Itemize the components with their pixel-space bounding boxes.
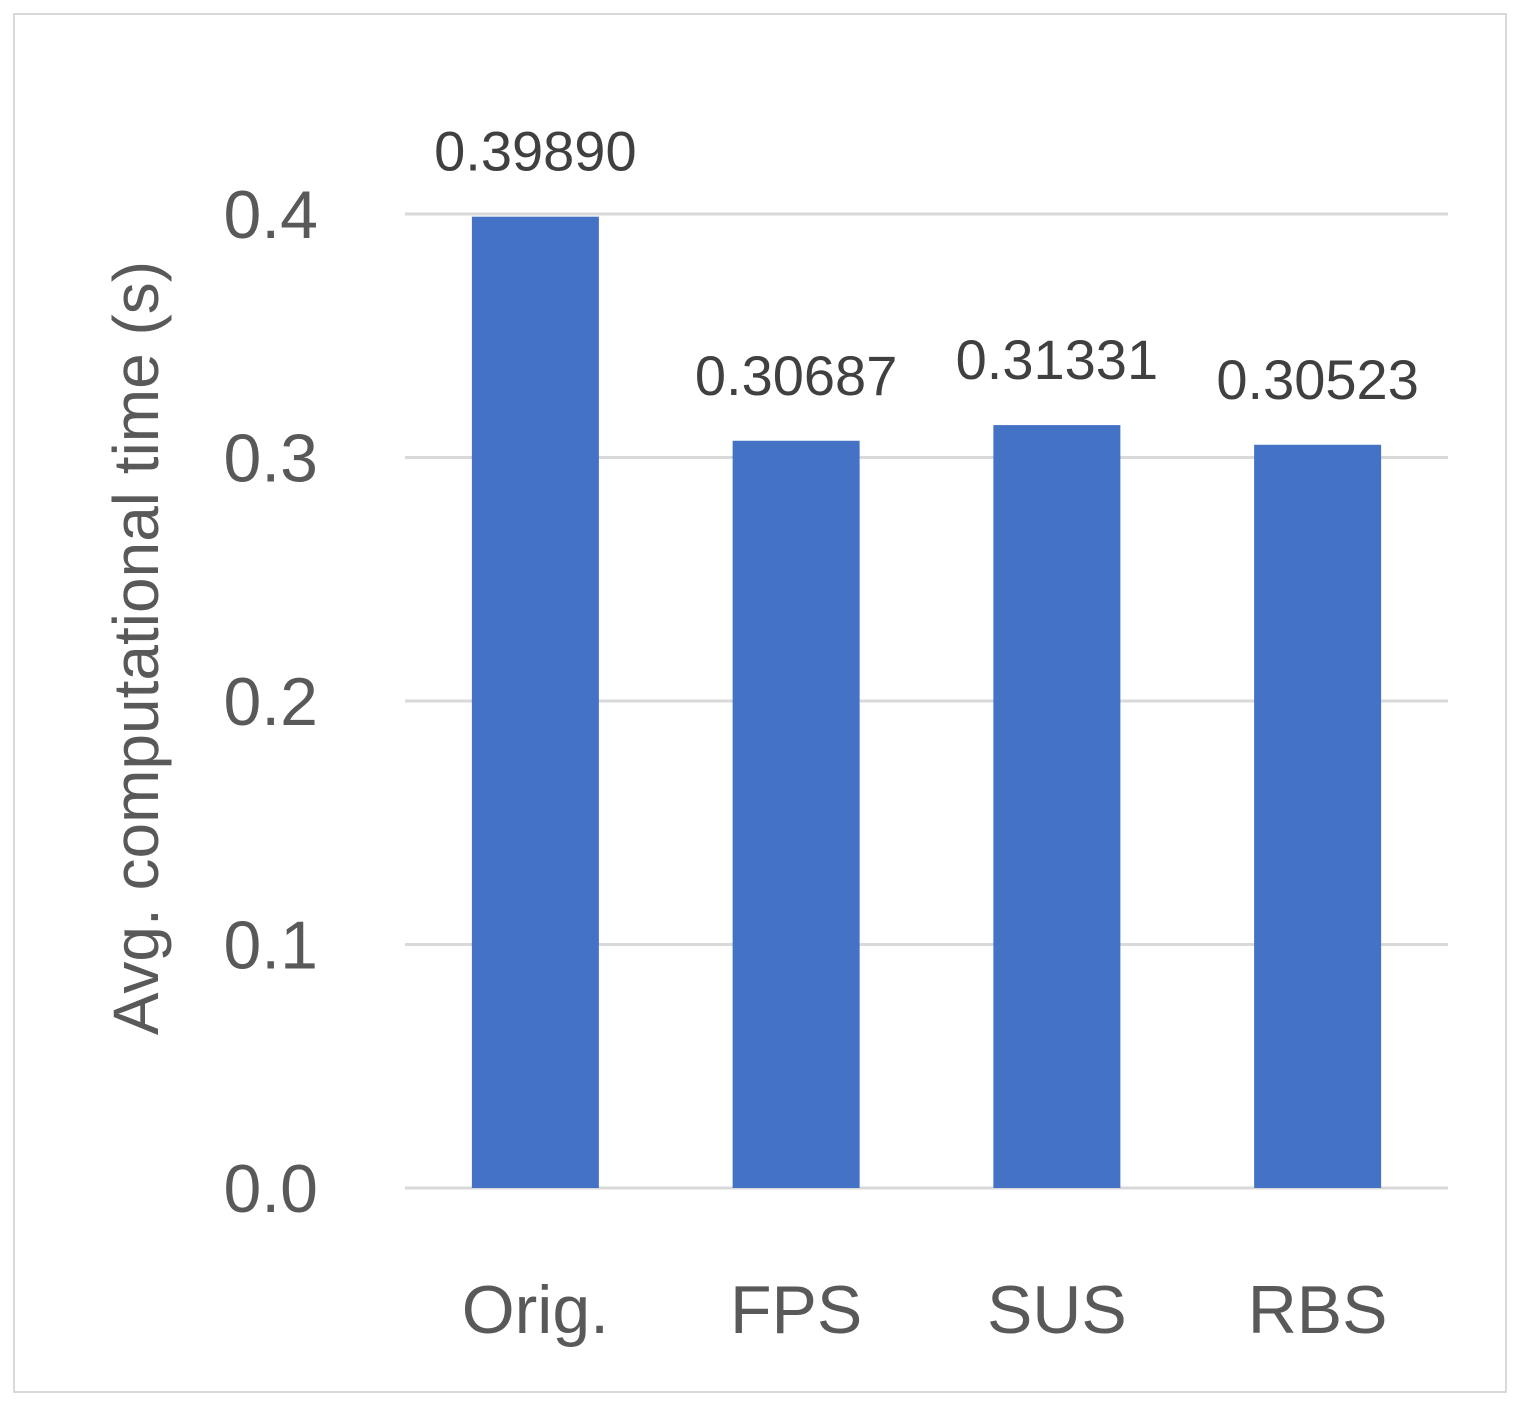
bar (732, 440, 860, 1188)
x-axis-categories: Orig. FPS SUS RBS (462, 1272, 1388, 1348)
y-axis-title: Avg. computational time (s) (100, 261, 172, 1035)
data-label: 0.30687 (695, 344, 897, 407)
data-label: 0.30523 (1216, 348, 1418, 411)
data-labels: 0.39890 0.30687 0.31331 0.30523 (434, 120, 1419, 411)
x-category-label: FPS (730, 1272, 862, 1348)
bar (471, 216, 599, 1189)
bar (1254, 444, 1382, 1188)
bars (471, 216, 1382, 1189)
data-label: 0.39890 (434, 120, 636, 183)
x-category-label: RBS (1248, 1272, 1388, 1348)
data-label: 0.31331 (956, 328, 1158, 391)
x-category-label: SUS (987, 1272, 1127, 1348)
y-tick-label: 0.2 (223, 664, 318, 740)
y-tick-label: 0.3 (223, 421, 318, 497)
y-tick-label: 0.4 (223, 177, 318, 253)
x-category-label: Orig. (462, 1272, 609, 1348)
y-axis-ticks: 0.0 0.1 0.2 0.3 0.4 (223, 177, 318, 1227)
y-tick-label: 0.0 (223, 1151, 318, 1227)
bar (993, 425, 1121, 1188)
chart-frame (13, 13, 1507, 1393)
y-tick-label: 0.1 (223, 908, 318, 984)
